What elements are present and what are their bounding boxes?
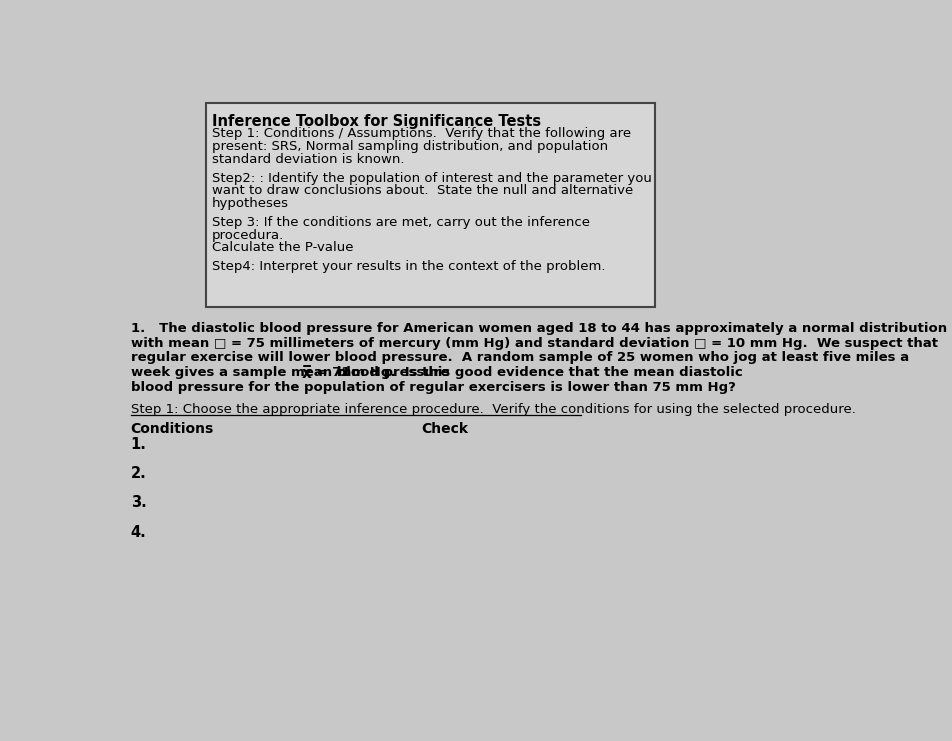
Text: mm Hg.  Is this good evidence that the mean diastolic: mm Hg. Is this good evidence that the me… xyxy=(332,366,742,379)
Text: Step 3: If the conditions are met, carry out the inference: Step 3: If the conditions are met, carry… xyxy=(212,216,589,229)
Text: 4.: 4. xyxy=(130,525,147,539)
Text: 1.   The diastolic blood pressure for American women aged 18 to 44 has approxima: 1. The diastolic blood pressure for Amer… xyxy=(130,322,946,335)
Text: 3.: 3. xyxy=(130,496,147,511)
FancyBboxPatch shape xyxy=(206,103,655,307)
Text: 1.: 1. xyxy=(130,437,147,452)
Text: Step2: : Identify the population of interest and the parameter you: Step2: : Identify the population of inte… xyxy=(212,172,651,185)
Text: Inference Toolbox for Significance Tests: Inference Toolbox for Significance Tests xyxy=(212,113,541,128)
Text: with mean □ = 75 millimeters of mercury (mm Hg) and standard deviation □ = 10 mm: with mean □ = 75 millimeters of mercury … xyxy=(130,337,937,350)
Text: regular exercise will lower blood pressure.  A random sample of 25 women who jog: regular exercise will lower blood pressu… xyxy=(130,351,908,365)
Text: Calculate the P-value: Calculate the P-value xyxy=(212,242,353,254)
Text: present: SRS, Normal sampling distribution, and population: present: SRS, Normal sampling distributi… xyxy=(212,140,607,153)
Text: procedura.: procedura. xyxy=(212,229,284,242)
Text: Check: Check xyxy=(421,422,467,436)
Text: = 71: = 71 xyxy=(311,366,350,379)
Text: Step 1: Choose the appropriate inference procedure.  Verify the conditions for u: Step 1: Choose the appropriate inference… xyxy=(130,403,855,416)
Text: want to draw conclusions about.  State the null and alternative: want to draw conclusions about. State th… xyxy=(212,185,633,197)
Text: Step 1: Conditions / Assumptions.  Verify that the following are: Step 1: Conditions / Assumptions. Verify… xyxy=(212,127,630,141)
Text: Conditions: Conditions xyxy=(130,422,214,436)
Text: x̅: x̅ xyxy=(302,366,311,381)
Text: standard deviation is known.: standard deviation is known. xyxy=(212,153,405,166)
Text: hypotheses: hypotheses xyxy=(212,197,288,210)
Text: Step4: Interpret your results in the context of the problem.: Step4: Interpret your results in the con… xyxy=(212,260,605,273)
Text: week gives a sample mean blood pressure: week gives a sample mean blood pressure xyxy=(130,366,458,379)
Text: blood pressure for the population of regular exercisers is lower than 75 mm Hg?: blood pressure for the population of reg… xyxy=(130,381,735,393)
Text: 2.: 2. xyxy=(130,466,147,481)
